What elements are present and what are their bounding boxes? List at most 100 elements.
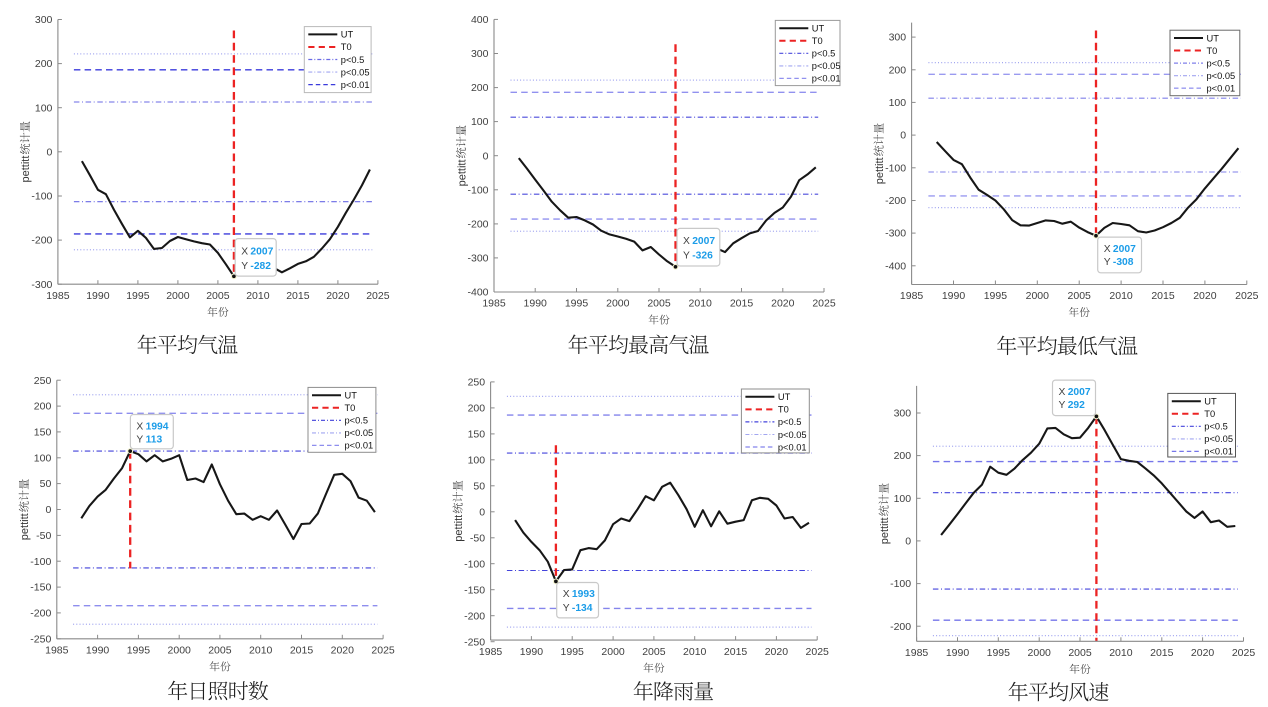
- svg-text:1995: 1995: [984, 290, 1008, 302]
- svg-text:UT: UT: [1207, 33, 1220, 43]
- svg-text:T0: T0: [812, 36, 823, 46]
- svg-text:T0: T0: [1204, 409, 1215, 419]
- svg-text:200: 200: [471, 82, 489, 94]
- svg-text:2010: 2010: [683, 646, 707, 658]
- svg-text:T0: T0: [1207, 46, 1218, 56]
- svg-text:-200: -200: [890, 621, 911, 633]
- svg-text:T0: T0: [345, 403, 356, 413]
- svg-text:150: 150: [34, 427, 52, 439]
- svg-text:2025: 2025: [806, 646, 830, 658]
- svg-text:p<0.05: p<0.05: [778, 430, 807, 440]
- svg-text:-250: -250: [30, 633, 51, 645]
- svg-text:-300: -300: [885, 228, 906, 240]
- svg-text:2005: 2005: [1068, 290, 1092, 302]
- svg-text:Y -326: Y -326: [683, 250, 713, 261]
- svg-text:X 1994: X 1994: [136, 422, 168, 433]
- svg-text:1995: 1995: [565, 298, 589, 310]
- svg-text:50: 50: [40, 478, 52, 490]
- svg-text:-50: -50: [470, 532, 485, 544]
- svg-text:2015: 2015: [286, 290, 310, 302]
- svg-text:250: 250: [468, 377, 486, 389]
- svg-text:2000: 2000: [166, 290, 190, 302]
- svg-text:1990: 1990: [86, 290, 110, 302]
- svg-text:0: 0: [47, 146, 53, 158]
- svg-text:-400: -400: [885, 260, 906, 272]
- svg-text:-200: -200: [467, 219, 488, 231]
- svg-text:Y 113: Y 113: [136, 434, 162, 445]
- svg-text:pettitt: pettitt: [19, 513, 31, 540]
- svg-text:1990: 1990: [524, 298, 548, 310]
- svg-text:pettitt: pettitt: [453, 515, 465, 542]
- svg-text:2020: 2020: [326, 290, 350, 302]
- svg-text:2025: 2025: [812, 298, 836, 310]
- svg-text:T0: T0: [778, 405, 789, 415]
- svg-text:UT: UT: [1204, 397, 1217, 407]
- svg-text:2005: 2005: [642, 646, 666, 658]
- svg-text:2010: 2010: [246, 290, 270, 302]
- svg-text:-250: -250: [464, 636, 485, 648]
- svg-text:1985: 1985: [45, 645, 69, 657]
- svg-text:0: 0: [45, 504, 51, 516]
- svg-text:1995: 1995: [126, 290, 150, 302]
- svg-text:1995: 1995: [127, 645, 151, 657]
- svg-text:2010: 2010: [1109, 290, 1133, 302]
- svg-text:200: 200: [35, 58, 53, 70]
- svg-text:X 2007: X 2007: [1059, 387, 1091, 398]
- svg-text:300: 300: [889, 32, 907, 44]
- svg-text:2020: 2020: [771, 298, 795, 310]
- svg-text:-200: -200: [464, 610, 485, 622]
- svg-text:p<0.05: p<0.05: [812, 61, 841, 71]
- svg-text:X 2007: X 2007: [683, 236, 715, 247]
- svg-text:-50: -50: [36, 530, 51, 542]
- svg-text:p<0.05: p<0.05: [1207, 71, 1236, 81]
- svg-text:2015: 2015: [290, 645, 314, 657]
- svg-text:UT: UT: [345, 391, 358, 401]
- svg-text:Y 292: Y 292: [1059, 400, 1086, 411]
- svg-text:-200: -200: [31, 235, 52, 247]
- svg-text:250: 250: [34, 375, 52, 387]
- svg-text:0: 0: [905, 536, 911, 548]
- svg-text:pettitt: pettitt: [874, 157, 886, 184]
- svg-text:2025: 2025: [366, 290, 390, 302]
- svg-text:1990: 1990: [86, 645, 110, 657]
- svg-text:p<0.05: p<0.05: [1204, 434, 1233, 444]
- svg-text:2000: 2000: [601, 646, 625, 658]
- svg-text:100: 100: [35, 102, 53, 114]
- svg-text:-100: -100: [464, 558, 485, 570]
- svg-text:p<0.01: p<0.01: [1204, 447, 1233, 457]
- svg-text:p<0.01: p<0.01: [812, 74, 841, 84]
- svg-text:pettitt: pettitt: [879, 517, 891, 544]
- svg-text:2010: 2010: [249, 645, 273, 657]
- svg-text:p<0.01: p<0.01: [341, 80, 370, 90]
- svg-text:2005: 2005: [208, 645, 232, 657]
- svg-text:400: 400: [471, 14, 489, 26]
- svg-text:-200: -200: [30, 608, 51, 620]
- svg-text:1985: 1985: [479, 646, 503, 658]
- svg-text:1995: 1995: [561, 646, 585, 658]
- svg-text:X 1993: X 1993: [563, 589, 595, 600]
- svg-text:p<0.5: p<0.5: [778, 417, 802, 427]
- svg-text:Y -134: Y -134: [563, 603, 593, 614]
- svg-text:p<0.05: p<0.05: [345, 428, 374, 438]
- svg-text:100: 100: [471, 116, 489, 128]
- svg-text:300: 300: [35, 14, 53, 26]
- svg-text:200: 200: [889, 64, 907, 76]
- svg-text:p<0.01: p<0.01: [778, 442, 807, 452]
- svg-text:0: 0: [483, 150, 489, 162]
- svg-text:2020: 2020: [765, 646, 789, 658]
- svg-text:1985: 1985: [46, 290, 70, 302]
- svg-text:200: 200: [894, 450, 912, 462]
- svg-text:100: 100: [889, 97, 907, 109]
- svg-text:-100: -100: [467, 184, 488, 196]
- svg-text:2015: 2015: [1151, 290, 1175, 302]
- svg-text:1985: 1985: [482, 298, 506, 310]
- svg-text:100: 100: [468, 454, 486, 466]
- svg-text:Y -282: Y -282: [241, 261, 271, 272]
- svg-text:150: 150: [468, 429, 486, 441]
- svg-text:UT: UT: [778, 392, 791, 402]
- svg-text:2020: 2020: [1193, 290, 1217, 302]
- svg-text:p<0.5: p<0.5: [1207, 58, 1231, 68]
- svg-text:200: 200: [468, 403, 486, 415]
- svg-text:1990: 1990: [942, 290, 966, 302]
- svg-text:1990: 1990: [946, 647, 970, 659]
